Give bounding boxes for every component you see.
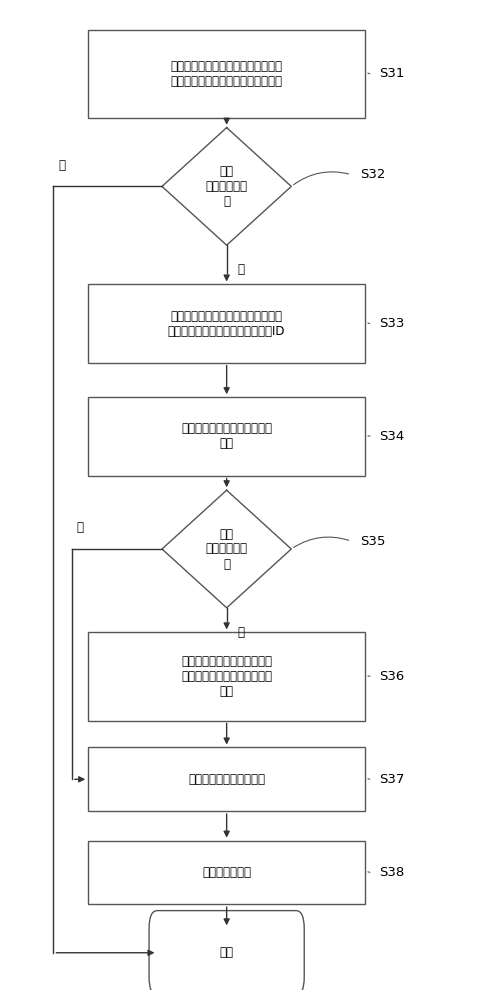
Text: 是: 是 — [76, 521, 84, 534]
Text: 否: 否 — [237, 626, 243, 639]
Text: S31: S31 — [378, 67, 404, 80]
Text: S37: S37 — [378, 773, 404, 786]
Text: S34: S34 — [378, 430, 403, 443]
Text: 是: 是 — [58, 159, 65, 172]
FancyBboxPatch shape — [88, 284, 364, 363]
FancyBboxPatch shape — [88, 841, 364, 904]
Text: 获取日志记录区当前分区: 获取日志记录区当前分区 — [188, 773, 264, 786]
Text: 获取此次申请的日志记录区的的起始
地址，并且作为该日志类型的标识ID: 获取此次申请的日志记录区的的起始 地址，并且作为该日志类型的标识ID — [168, 310, 285, 338]
FancyBboxPatch shape — [149, 911, 303, 995]
Text: 根据输入的分区数、记录数和记录长
度，计算该类型日志占用内存的大小: 根据输入的分区数、记录数和记录长 度，计算该类型日志占用内存的大小 — [170, 60, 282, 88]
FancyBboxPatch shape — [88, 632, 364, 720]
FancyBboxPatch shape — [88, 397, 364, 476]
Text: 否: 否 — [237, 263, 243, 276]
FancyBboxPatch shape — [88, 747, 364, 811]
Text: S32: S32 — [360, 168, 385, 181]
Text: S38: S38 — [378, 866, 403, 879]
Text: 日志
记录区是否有
效: 日志 记录区是否有 效 — [205, 528, 247, 570]
Text: 结束: 结束 — [219, 946, 233, 959]
Text: S35: S35 — [360, 535, 385, 548]
Text: S33: S33 — [378, 317, 404, 330]
Polygon shape — [162, 490, 291, 608]
Text: 日志
内存块是否越
界: 日志 内存块是否越 界 — [205, 165, 247, 208]
FancyBboxPatch shape — [88, 30, 364, 118]
Polygon shape — [162, 128, 291, 245]
Text: 重新设置已使用的日志内存块
大小: 重新设置已使用的日志内存块 大小 — [181, 422, 272, 450]
Text: 初始化该日志记录区的总控制
头以及该记录区内的各分区控
制头: 初始化该日志记录区的总控制 头以及该记录区内的各分区控 制头 — [181, 655, 272, 698]
Text: S36: S36 — [378, 670, 403, 683]
Text: 初始化当前分区: 初始化当前分区 — [202, 866, 251, 879]
